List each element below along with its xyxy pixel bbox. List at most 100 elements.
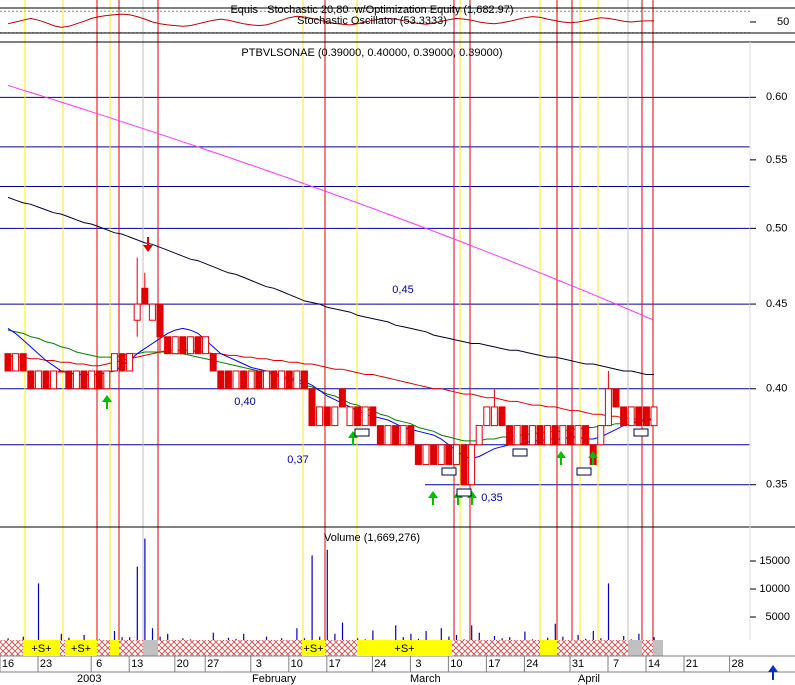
candle-body [186,336,194,355]
moving-average [7,84,655,321]
x-tick-label: 24 [526,658,538,670]
candle-body [179,336,187,355]
panel-borders [0,7,795,640]
chart-title: Equis Stochastic 20,80 w/Optimization Eq… [230,4,513,16]
candle-body [551,425,559,446]
x-tick-label: 21 [686,658,698,670]
signal-long [23,640,60,656]
candle-body [12,353,20,372]
x-group-label: February [252,673,297,685]
candle-body [148,303,156,321]
exit-marker [576,467,592,476]
candle-body [399,425,407,446]
signal-neutral [653,640,663,656]
moving-average [7,196,654,375]
candle-body [490,406,498,427]
x-tick-label: 16 [2,658,14,670]
signal-lines [24,0,654,640]
volume-bar [60,633,62,645]
candle-body [316,406,324,427]
volume-bar [136,566,138,645]
candle-body [50,370,58,390]
volume-bar [212,632,214,645]
candle-body [582,425,590,446]
candle-body [293,370,301,390]
candle-body [171,336,179,355]
candle-body [361,406,369,427]
x-group-label: March [410,673,441,685]
level-label: 0,37 [287,454,308,466]
candle-body [536,425,544,446]
x-tick-label: 7 [613,658,619,670]
x-tick-label: 6 [96,658,102,670]
x-tick-label: 28 [731,658,743,670]
candle-body [126,353,134,372]
candle-body [384,425,392,446]
level-label: 0,35 [481,492,502,504]
candle-body [354,406,362,427]
candle-body [202,336,210,355]
candle-body [445,444,453,465]
buy-arrow [556,451,566,465]
volume-bar [151,628,154,645]
x-tick-label: 27 [207,658,219,670]
volume-bar [372,630,374,645]
volume-bar [592,631,594,645]
volume-bar [144,538,146,645]
candle-body [65,370,73,390]
candle-body [338,388,346,408]
candle-body [597,425,605,446]
x-tick-label: 3 [256,658,262,670]
candle-body [118,353,126,372]
buy-arrow [102,395,112,409]
volume-bar [341,622,344,645]
volume-bar [296,628,298,645]
volume-bar [478,632,480,645]
candle-body [224,370,232,390]
buy-arrow [588,451,598,465]
signal-neutral [143,640,158,656]
exit-marker [633,428,649,437]
x-tick-label: 23 [40,658,52,670]
candle-body [627,406,635,427]
scroll-arrow[interactable] [768,665,778,680]
signal-label: +S+ [31,643,51,655]
volume-bar [425,631,427,645]
signal-markers [102,237,649,505]
signal-long [302,640,325,656]
x-tick-label: 13 [131,658,143,670]
candle-body [27,370,35,390]
candle-body [642,406,650,427]
volume-bar [167,633,169,645]
volume-bar [395,625,397,645]
candle-body [57,370,65,373]
data-layer [4,13,658,645]
x-tick-label: 10 [291,658,303,670]
x-group-label: 2003 [77,673,101,685]
candle-body [72,370,80,390]
candle-body [650,406,658,427]
x-tick-label: 14 [648,658,660,670]
volume-bar [243,633,245,645]
candle-body [422,444,430,465]
candle-body [475,425,483,446]
candle-body [460,444,468,486]
volume-bar [554,623,556,645]
y-tick-label: 0.50 [766,222,787,234]
candle-body [262,370,270,390]
signal-long [65,640,97,656]
y-tick-label: 50 [777,16,789,28]
candle-body [255,370,263,390]
candle-body [521,425,529,446]
candle-body [19,353,27,372]
x-tick-label: 10 [450,658,462,670]
candle-body [308,388,316,427]
candle-body [80,370,88,390]
candle-body [270,370,278,390]
candle-body [483,406,491,427]
candle-body [88,370,96,390]
candle-body [612,388,620,408]
exit-marker [456,488,472,497]
